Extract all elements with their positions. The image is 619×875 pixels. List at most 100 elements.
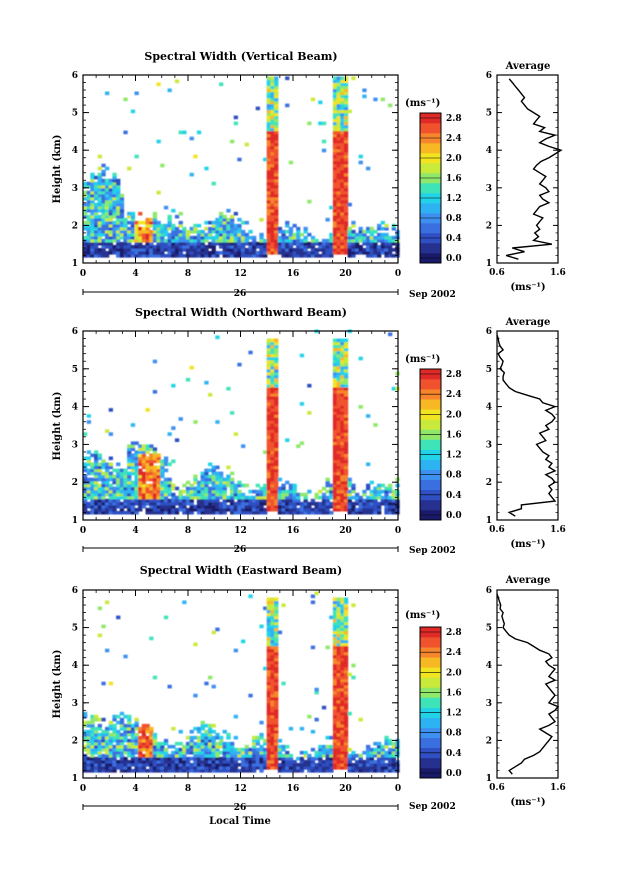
heatmap-cell [226, 750, 231, 755]
heatmap-cell [255, 483, 260, 488]
heatmap-cell [274, 214, 279, 219]
heatmap-cell [270, 365, 275, 370]
heatmap-cell [266, 486, 271, 491]
heatmap-cell [252, 248, 257, 252]
heatmap-cell [108, 220, 113, 225]
heatmap-cell [391, 238, 396, 243]
y-axis-label: Height (km) [52, 650, 63, 719]
heatmap-cell [130, 465, 136, 470]
heatmap-cell [248, 495, 253, 500]
heatmap-cell [292, 489, 297, 494]
heatmap-cell [332, 600, 338, 605]
y-tick-label: 6 [72, 586, 78, 596]
heatmap-cell [343, 109, 349, 114]
heatmap-cell [373, 504, 378, 509]
heatmap-cell [277, 226, 283, 231]
heatmap-cell [343, 507, 349, 512]
heatmap-cell [108, 769, 113, 773]
heatmap-cell [263, 756, 268, 761]
heatmap-cell [222, 495, 227, 500]
heatmap-cell [108, 495, 113, 500]
heatmap-cell [204, 729, 209, 734]
heatmap-cell [101, 504, 106, 509]
heatmap-cell [332, 248, 338, 252]
heatmap-cell [299, 760, 305, 764]
heatmap-cell [270, 471, 275, 476]
heatmap-cell [373, 229, 378, 234]
heatmap-cell [340, 220, 345, 225]
heatmap-cell [101, 510, 106, 515]
heatmap-cell [307, 760, 312, 764]
heatmap-cell [340, 705, 345, 710]
heatmap-cell [163, 483, 169, 488]
heatmap-cell [343, 717, 349, 722]
heatmap-cell [108, 723, 113, 728]
heatmap-cell [123, 766, 128, 770]
heatmap-cell [263, 483, 268, 488]
heatmap-cell [270, 609, 275, 614]
heatmap-cell [116, 178, 121, 183]
heatmap-cell [343, 133, 349, 138]
heatmap-cell [270, 435, 275, 439]
heatmap-cell [259, 756, 264, 761]
heatmap-cell [307, 121, 312, 126]
heatmap-cell [105, 480, 110, 485]
heatmap-cell [296, 251, 301, 255]
heatmap-cell [86, 760, 91, 764]
heatmap-cell [105, 477, 110, 482]
average-y-tick-label: 3 [486, 440, 492, 450]
heatmap-cell [134, 501, 139, 506]
heatmap-cell [152, 220, 158, 225]
heatmap-cell [230, 220, 235, 225]
heatmap-cell [270, 720, 275, 725]
heatmap-cell [270, 615, 275, 620]
heatmap-cell [145, 217, 150, 222]
colorbar-tick-label: 1.6 [446, 174, 462, 184]
heatmap-cell [211, 226, 216, 231]
heatmap-cell [233, 245, 238, 249]
heatmap-cell [288, 726, 294, 731]
heatmap-cell [233, 211, 238, 216]
average-x-tick-label: 1.6 [550, 783, 566, 793]
heatmap-cell [336, 103, 341, 108]
heatmap-cell [299, 507, 305, 512]
heatmap-cell [358, 753, 363, 758]
heatmap-cell [373, 254, 378, 258]
heatmap-cell [174, 498, 180, 503]
heatmap-cell [244, 747, 249, 752]
heatmap-cell [252, 744, 257, 749]
heatmap-cell [355, 251, 360, 255]
heatmap-cell [270, 441, 275, 445]
heatmap-cell [134, 738, 139, 743]
heatmap-cell [94, 756, 99, 761]
heatmap-cell [332, 393, 338, 397]
heatmap-cell [94, 744, 99, 749]
heatmap-cell [263, 489, 268, 494]
heatmap-cell [332, 241, 338, 246]
heatmap-cell [296, 763, 301, 767]
heatmap-cell [318, 100, 323, 105]
heatmap-cell [219, 750, 224, 755]
heatmap-cell [336, 100, 341, 105]
heatmap-cell [163, 498, 169, 503]
heatmap-cell [380, 750, 385, 755]
heatmap-cell [123, 726, 128, 731]
heatmap-cell [277, 744, 283, 749]
heatmap-cell [219, 477, 224, 482]
heatmap-cell [259, 769, 264, 773]
heatmap-cell [340, 223, 345, 228]
heatmap-cell [86, 459, 91, 464]
heatmap-cell [347, 226, 352, 231]
heatmap-cell [274, 383, 279, 388]
heatmap-cell [325, 480, 330, 485]
heatmap-cell [189, 495, 194, 500]
heatmap-cell [116, 501, 121, 506]
heatmap-cell [274, 94, 279, 99]
heatmap-cell [343, 208, 349, 213]
colorbar-tick-label: 0.0 [446, 511, 462, 521]
heatmap-cell [252, 235, 257, 240]
heatmap-cell [130, 468, 136, 473]
heatmap-cell [266, 166, 271, 171]
heatmap-cell [90, 732, 95, 737]
